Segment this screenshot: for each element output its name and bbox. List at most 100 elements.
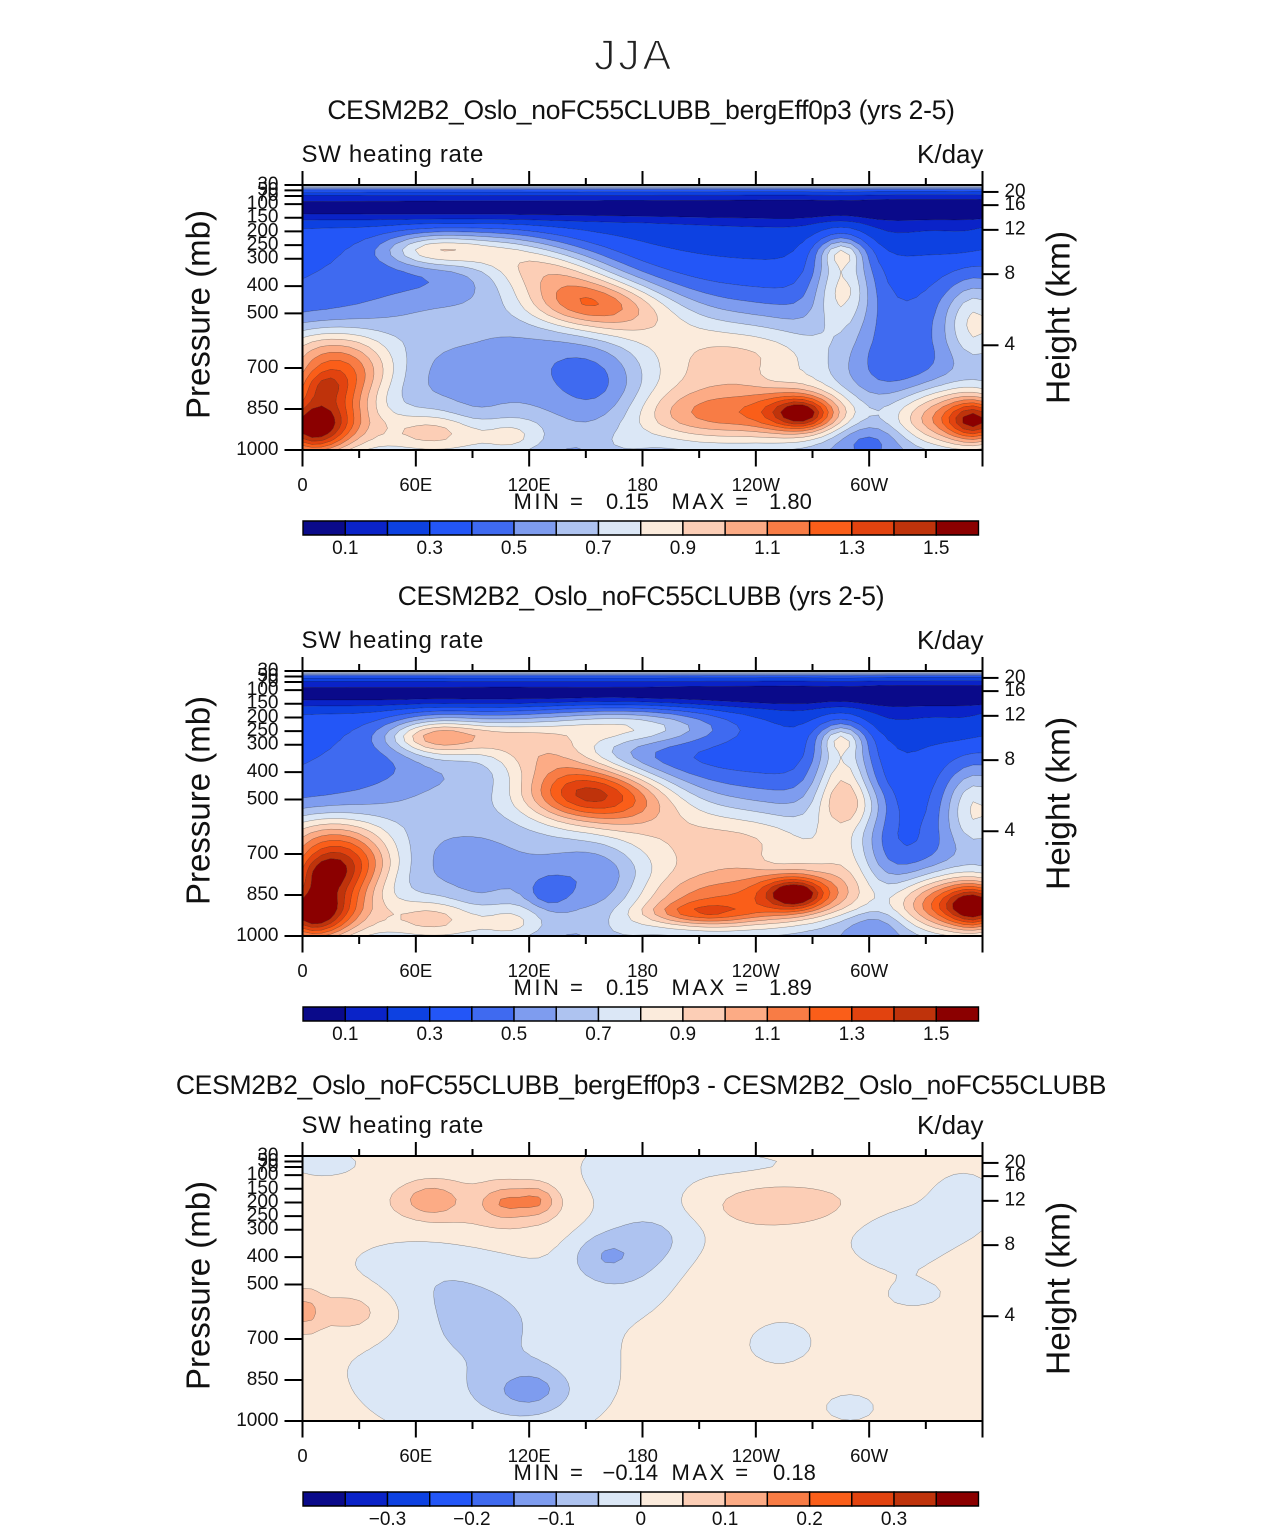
svg-text:JJA: JJA <box>594 32 674 80</box>
svg-text:50: 50 <box>257 665 278 686</box>
svg-text:−0.3: −0.3 <box>369 1509 407 1530</box>
svg-text:SW heating rate: SW heating rate <box>302 141 485 168</box>
svg-text:0: 0 <box>297 1445 307 1466</box>
svg-text:0.5: 0.5 <box>501 538 527 559</box>
svg-text:60W: 60W <box>850 474 889 495</box>
svg-text:MAX =: MAX = <box>672 1460 751 1485</box>
svg-text:200: 200 <box>247 1191 279 1212</box>
svg-text:30: 30 <box>257 660 278 681</box>
svg-text:MIN =: MIN = <box>514 975 586 1000</box>
svg-text:500: 500 <box>247 788 279 809</box>
svg-text:120W: 120W <box>732 474 781 495</box>
svg-text:0.9: 0.9 <box>670 1024 696 1045</box>
svg-text:70: 70 <box>257 1156 278 1177</box>
svg-text:Height (km): Height (km) <box>1041 231 1078 404</box>
svg-text:0.9: 0.9 <box>670 538 696 559</box>
svg-text:16: 16 <box>1005 1165 1026 1186</box>
svg-text:100: 100 <box>247 1164 279 1185</box>
svg-text:50: 50 <box>257 1150 278 1171</box>
svg-text:Pressure (mb): Pressure (mb) <box>180 696 217 905</box>
svg-text:700: 700 <box>247 357 279 378</box>
svg-text:150: 150 <box>247 693 279 714</box>
svg-text:0.15: 0.15 <box>606 489 649 514</box>
svg-text:MIN =: MIN = <box>514 489 586 514</box>
svg-text:400: 400 <box>247 1246 279 1267</box>
svg-text:0.3: 0.3 <box>881 1509 907 1530</box>
svg-text:Height (km): Height (km) <box>1041 1202 1078 1375</box>
svg-text:CESM2B2_Oslo_noFC55CLUBB_bergE: CESM2B2_Oslo_noFC55CLUBB_bergEff0p3 - CE… <box>176 1070 1106 1100</box>
svg-text:120E: 120E <box>508 1445 551 1466</box>
svg-text:0: 0 <box>635 1509 646 1530</box>
svg-text:60E: 60E <box>399 960 432 981</box>
svg-text:16: 16 <box>1005 194 1026 215</box>
svg-text:120E: 120E <box>508 960 551 981</box>
svg-text:1.3: 1.3 <box>839 1024 865 1045</box>
svg-text:0.1: 0.1 <box>332 1024 358 1045</box>
svg-text:−0.14: −0.14 <box>603 1460 659 1485</box>
svg-text:12: 12 <box>1005 1190 1026 1211</box>
svg-text:200: 200 <box>247 706 279 727</box>
svg-text:16: 16 <box>1005 680 1026 701</box>
svg-text:0.7: 0.7 <box>585 1024 611 1045</box>
svg-text:500: 500 <box>247 1273 279 1294</box>
svg-text:100: 100 <box>247 679 279 700</box>
svg-text:1000: 1000 <box>236 439 278 460</box>
svg-text:850: 850 <box>247 398 279 419</box>
svg-text:0.18: 0.18 <box>773 1460 816 1485</box>
svg-text:180: 180 <box>627 1445 658 1466</box>
svg-text:250: 250 <box>247 234 279 255</box>
svg-text:4: 4 <box>1005 1305 1016 1326</box>
svg-text:60E: 60E <box>399 474 432 495</box>
svg-text:120W: 120W <box>732 1445 781 1466</box>
svg-text:0.1: 0.1 <box>332 538 358 559</box>
svg-text:20: 20 <box>1005 1152 1026 1173</box>
svg-text:1.1: 1.1 <box>754 538 780 559</box>
svg-text:MAX =: MAX = <box>672 975 751 1000</box>
svg-text:4: 4 <box>1005 334 1016 355</box>
svg-text:20: 20 <box>1005 181 1026 202</box>
svg-text:180: 180 <box>627 960 658 981</box>
svg-text:200: 200 <box>247 220 279 241</box>
svg-text:700: 700 <box>247 1328 279 1349</box>
svg-text:70: 70 <box>257 185 278 206</box>
svg-text:400: 400 <box>247 761 279 782</box>
svg-text:30: 30 <box>257 174 278 195</box>
svg-text:1000: 1000 <box>236 1410 278 1431</box>
svg-text:Height (km): Height (km) <box>1041 717 1078 890</box>
svg-text:12: 12 <box>1005 219 1026 240</box>
svg-text:0.3: 0.3 <box>417 538 443 559</box>
svg-text:Pressure (mb): Pressure (mb) <box>180 210 217 419</box>
svg-text:250: 250 <box>247 720 279 741</box>
svg-text:400: 400 <box>247 275 279 296</box>
svg-text:0.15: 0.15 <box>606 975 649 1000</box>
svg-text:60E: 60E <box>399 1445 432 1466</box>
svg-text:120W: 120W <box>732 960 781 981</box>
svg-text:60W: 60W <box>850 960 889 981</box>
svg-text:850: 850 <box>247 1369 279 1390</box>
svg-text:1000: 1000 <box>236 925 278 946</box>
svg-text:CESM2B2_Oslo_noFC55CLUBB_bergE: CESM2B2_Oslo_noFC55CLUBB_bergEff0p3 (yrs… <box>327 95 954 125</box>
svg-text:180: 180 <box>627 474 658 495</box>
svg-text:−0.1: −0.1 <box>537 1509 575 1530</box>
svg-text:12: 12 <box>1005 705 1026 726</box>
svg-text:300: 300 <box>247 734 279 755</box>
svg-text:0.5: 0.5 <box>501 1024 527 1045</box>
svg-text:0: 0 <box>297 960 307 981</box>
svg-text:300: 300 <box>247 248 279 269</box>
svg-text:MAX =: MAX = <box>672 489 751 514</box>
svg-text:1.1: 1.1 <box>754 1024 780 1045</box>
svg-text:0.7: 0.7 <box>585 538 611 559</box>
svg-text:150: 150 <box>247 1178 279 1199</box>
svg-text:500: 500 <box>247 302 279 323</box>
svg-text:1.5: 1.5 <box>923 538 949 559</box>
svg-text:1.80: 1.80 <box>769 489 812 514</box>
svg-text:1.89: 1.89 <box>769 975 812 1000</box>
svg-text:250: 250 <box>247 1205 279 1226</box>
svg-text:1.3: 1.3 <box>839 538 865 559</box>
svg-text:1.5: 1.5 <box>923 1024 949 1045</box>
svg-text:SW heating rate: SW heating rate <box>302 1112 485 1139</box>
svg-text:50: 50 <box>257 179 278 200</box>
svg-text:K/day: K/day <box>917 1110 983 1140</box>
svg-text:30: 30 <box>257 1145 278 1166</box>
svg-text:850: 850 <box>247 884 279 905</box>
